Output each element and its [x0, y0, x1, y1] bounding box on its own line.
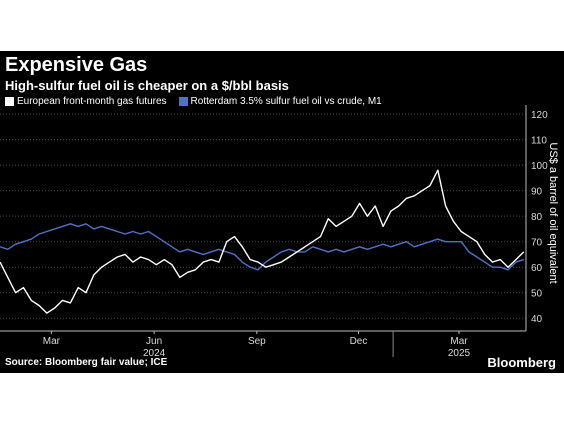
series-line-gas: [0, 169, 525, 314]
y-axis-label: US$ a barrel of oil equivalent: [547, 142, 559, 283]
x-tick-label-2: Sep: [248, 336, 266, 347]
legend-label-fuel-oil: Rotterdam 3.5% sulfur fuel oil vs crude,…: [190, 96, 382, 107]
chart-subtitle: High-sulfur fuel oil is cheaper on a $/b…: [5, 78, 289, 93]
y-tick-label-60: 60: [531, 263, 543, 274]
chart-panel: Expensive Gas High-sulfur fuel oil is ch…: [0, 51, 564, 373]
x-tick-label-1: Jun: [146, 336, 162, 347]
x-tick-label-3: Dec: [350, 336, 368, 347]
x-year-label-2024: 2024: [143, 348, 166, 359]
gridlines: [0, 113, 526, 319]
source-note: Source: Bloomberg fair value; ICE: [5, 357, 168, 368]
legend-swatch-gas: [5, 97, 14, 106]
series-lines: [0, 169, 525, 314]
legend-item-fuel-oil: Rotterdam 3.5% sulfur fuel oil vs crude,…: [178, 96, 382, 107]
y-tick-label-110: 110: [531, 136, 547, 147]
y-tick-label-120: 120: [531, 110, 548, 121]
legend: European front-month gas futures Rotterd…: [5, 96, 382, 107]
x-year-label-2025: 2025: [448, 348, 471, 359]
y-tick-label-100: 100: [531, 161, 548, 172]
series-line-fuel-oil: [0, 223, 525, 271]
line-chart: 40 50 60 70 80 90 100 110 120 Mar Jun Sep Dec Mar 2024…: [0, 105, 559, 359]
legend-label-gas: European front-month gas futures: [17, 96, 167, 107]
x-tick-label-4: Mar: [450, 336, 468, 347]
legend-swatch-fuel-oil: [178, 97, 188, 106]
bloomberg-logo: Bloomberg: [487, 355, 556, 370]
chart-title: Expensive Gas: [5, 54, 148, 76]
y-tick-label-40: 40: [531, 314, 543, 325]
x-tick-label-0: Mar: [43, 336, 61, 347]
axes: 40 50 60 70 80 90 100 110 120 Mar Jun Sep Dec Mar 2024…: [0, 105, 548, 359]
legend-item-gas: European front-month gas futures: [5, 96, 167, 107]
y-tick-label-50: 50: [531, 289, 543, 300]
y-tick-label-70: 70: [531, 238, 543, 249]
y-tick-label-80: 80: [531, 212, 543, 223]
y-tick-label-90: 90: [531, 187, 543, 198]
